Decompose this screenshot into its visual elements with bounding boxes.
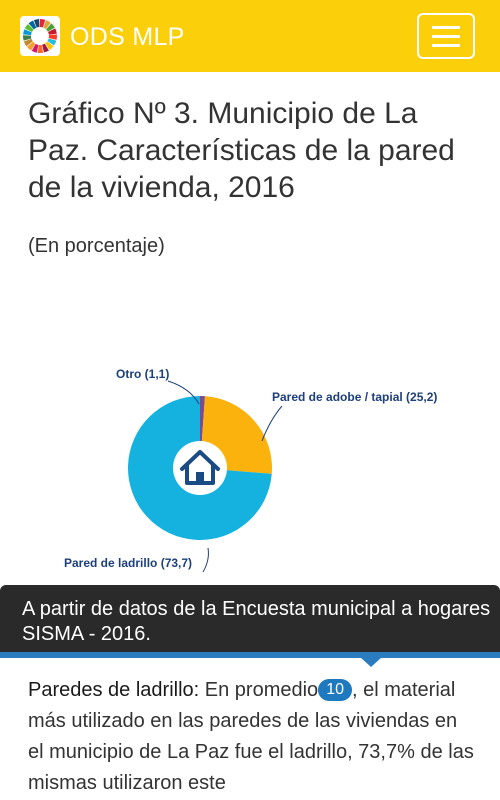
chart-subtitle: (En porcentaje): [28, 235, 165, 257]
footnote-badge[interactable]: 10: [318, 679, 352, 701]
tooltip-accent-bar: [0, 652, 500, 658]
top-navbar: ODS MLP: [0, 0, 500, 72]
slice-label-otro: Otro (1,1): [116, 367, 169, 381]
slice-label-ladrillo: Pared de ladrillo (73,7): [64, 556, 192, 570]
sdg-color-wheel-icon[interactable]: [20, 16, 60, 56]
tooltip-text: A partir de datos de la Encuesta municip…: [22, 598, 491, 645]
body-paragraph: Paredes de ladrillo: En promedio 10, el m…: [28, 675, 478, 799]
leader-line-otro: [167, 380, 200, 405]
slice-label-adobe: Pared de adobe / tapial (25,2): [272, 390, 437, 404]
tooltip-pointer: [360, 657, 382, 667]
paragraph-text-after: , el material más utilizado en las pared…: [28, 679, 474, 794]
hamburger-menu-icon[interactable]: [417, 13, 475, 59]
pie-chart: Otro (1,1) Pared de adobe / tapial (25,2…: [64, 367, 437, 573]
paragraph-lead: Paredes de ladrillo:: [28, 679, 200, 701]
page-title: Gráfico Nº 3. Municipio de La Paz. Carac…: [28, 97, 455, 204]
brand-name[interactable]: ODS MLP: [70, 23, 185, 51]
paragraph-text-before: En promedio: [199, 679, 319, 701]
leader-line-ladrillo: [202, 547, 209, 573]
house-icon: [173, 441, 227, 495]
leader-line-adobe: [261, 405, 283, 442]
source-tooltip: A partir de datos de la Encuesta municip…: [0, 585, 500, 655]
